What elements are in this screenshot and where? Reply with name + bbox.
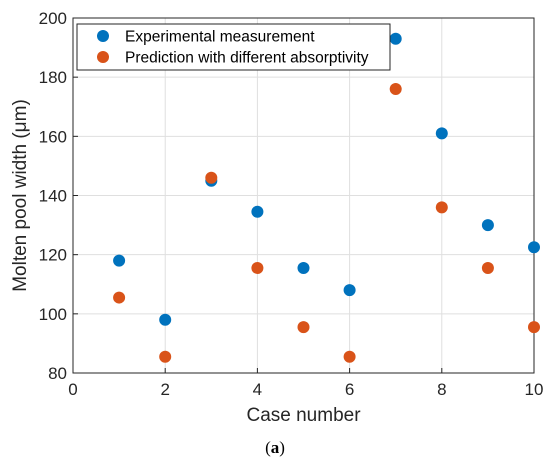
series-experimental — [113, 32, 540, 326]
grid-lines — [72, 17, 535, 374]
experimental-point — [343, 284, 356, 297]
y-tick-label: 200 — [39, 9, 67, 28]
experimental-point — [389, 32, 402, 45]
prediction-point — [251, 261, 264, 274]
caption-letter: a — [270, 438, 280, 457]
x-tick-label: 4 — [253, 380, 262, 399]
prediction-point — [389, 83, 402, 95]
prediction-point — [481, 261, 494, 274]
data-markers — [113, 32, 540, 363]
experimental-point — [481, 219, 494, 232]
legend-box — [76, 23, 391, 71]
x-axis-title: Case number — [246, 405, 361, 426]
figure-caption: (a) — [0, 438, 550, 458]
caption-open: ( — [265, 438, 271, 457]
y-tick-label: 100 — [39, 305, 67, 324]
y-tick-label: 160 — [39, 127, 67, 146]
legend-marker-experimental — [97, 30, 109, 42]
series-prediction — [113, 83, 540, 363]
y-tick-label: 140 — [39, 187, 67, 206]
prediction-point — [159, 350, 172, 363]
prediction-point — [297, 321, 310, 334]
x-tick-label: 0 — [68, 380, 77, 399]
experimental-point — [159, 313, 172, 326]
legend-marker-prediction — [97, 51, 109, 63]
x-tick-label: 6 — [345, 380, 354, 399]
prediction-point — [205, 171, 218, 184]
x-tick-label: 2 — [160, 380, 169, 399]
x-tick-label: 10 — [525, 380, 544, 399]
y-axis-title: Molten pool width (μm) — [10, 99, 31, 292]
y-tick-label: 80 — [48, 364, 67, 383]
legend-label-experimental: Experimental measurement — [125, 29, 315, 46]
experimental-point — [251, 205, 264, 218]
axis-ticks: 0 2 4 6 8 10 80 100 120 140 160 180 200 — [39, 9, 544, 399]
experimental-point — [113, 254, 126, 267]
prediction-point — [528, 321, 540, 334]
caption-close: ) — [279, 438, 285, 457]
y-tick-label: 120 — [39, 246, 67, 265]
prediction-point — [343, 350, 356, 363]
prediction-point — [113, 291, 126, 304]
x-tick-label: 8 — [437, 380, 446, 399]
experimental-point — [435, 127, 448, 140]
experimental-point — [528, 241, 540, 254]
legend: Experimental measurement Prediction with… — [76, 23, 391, 71]
prediction-point — [435, 201, 448, 214]
legend-label-prediction: Prediction with different absorptivity — [125, 50, 369, 67]
y-tick-label: 180 — [39, 68, 67, 87]
experimental-point — [297, 261, 310, 274]
